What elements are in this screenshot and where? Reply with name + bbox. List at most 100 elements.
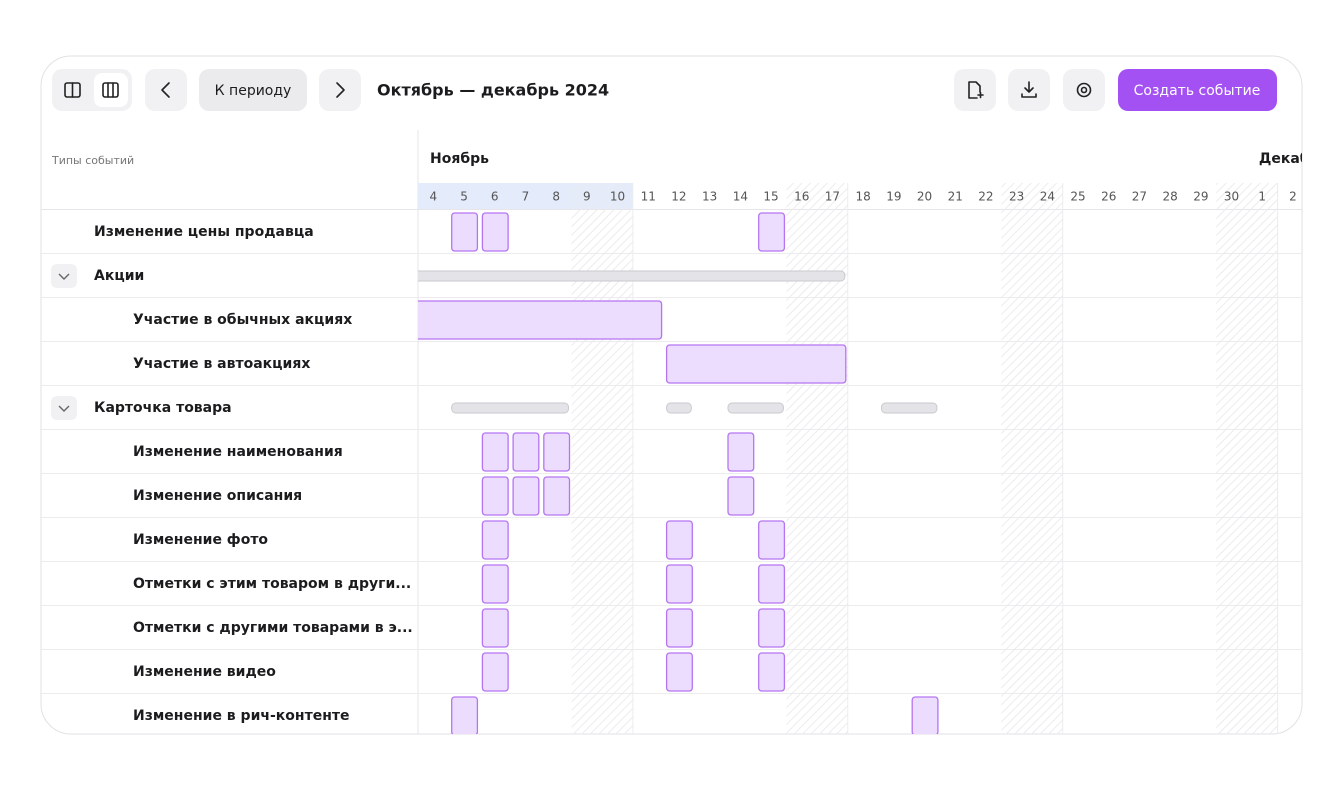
event[interactable] xyxy=(665,520,693,560)
event[interactable] xyxy=(481,520,509,560)
event[interactable] xyxy=(543,432,571,472)
create-button[interactable] xyxy=(1118,69,1277,111)
day-label: 23 xyxy=(1009,190,1024,204)
next-button[interactable] xyxy=(319,69,361,111)
chevron xyxy=(58,273,70,280)
icon xyxy=(968,81,984,99)
day-label: 5 xyxy=(460,190,468,204)
event[interactable] xyxy=(481,608,509,648)
period-title: Октябрь — декабрь 2024 xyxy=(377,81,609,100)
row-label: Карточка товара xyxy=(94,400,232,416)
day-label: 18 xyxy=(856,190,871,204)
day-label: 16 xyxy=(794,190,809,204)
day-label: 24 xyxy=(1040,190,1055,204)
day-label: 14 xyxy=(733,190,748,204)
summary-bar xyxy=(451,402,570,414)
event[interactable] xyxy=(481,432,509,472)
day-label: 2 xyxy=(1289,190,1297,204)
day-label: 6 xyxy=(491,190,499,204)
prev-button[interactable] xyxy=(145,69,187,111)
row-label: Акции xyxy=(94,268,144,284)
summary-bar xyxy=(881,402,938,414)
event[interactable] xyxy=(512,476,540,516)
event[interactable] xyxy=(329,300,663,340)
summary-bar xyxy=(666,402,692,414)
day-label: 28 xyxy=(1163,190,1178,204)
day-label: 10 xyxy=(610,190,625,204)
event[interactable] xyxy=(727,432,755,472)
day-label: 30 xyxy=(1224,190,1239,204)
weekend xyxy=(1032,183,1063,734)
event[interactable] xyxy=(758,212,786,252)
icon xyxy=(1076,82,1092,98)
row-label: Изменение фото xyxy=(133,532,268,548)
row-label: Изменение видео xyxy=(133,664,276,680)
event[interactable] xyxy=(727,476,755,516)
day-label: 26 xyxy=(1101,190,1116,204)
weekend xyxy=(817,183,848,734)
icon xyxy=(336,82,345,98)
event[interactable] xyxy=(665,564,693,604)
day-label: 21 xyxy=(948,190,963,204)
weekend xyxy=(786,183,818,734)
event[interactable] xyxy=(481,212,509,252)
weekend xyxy=(1001,183,1032,734)
row-label: Отметки с этим товаром в други... xyxy=(133,576,411,592)
day-label: 7 xyxy=(522,190,530,204)
summary-bar xyxy=(418,270,846,282)
event[interactable] xyxy=(758,608,786,648)
day-label: 11 xyxy=(641,190,656,204)
row-label: Изменение в рич-контенте xyxy=(133,708,349,724)
rows: Изменение цены продавца Акции Участие в об… xyxy=(51,224,413,724)
icon xyxy=(1080,86,1088,94)
event[interactable] xyxy=(543,476,571,516)
event[interactable] xyxy=(451,212,479,252)
row-label: Изменение описания xyxy=(133,488,302,504)
event[interactable] xyxy=(512,432,540,472)
row-label: Участие в автоакциях xyxy=(133,356,310,372)
event[interactable] xyxy=(665,344,847,384)
collapse-toggle[interactable] xyxy=(51,396,77,420)
event[interactable] xyxy=(911,696,939,735)
day-label: 13 xyxy=(702,190,717,204)
period-button-label: К периоду xyxy=(215,83,292,99)
summary-bar xyxy=(727,402,784,414)
chevron xyxy=(58,405,70,412)
export-button[interactable] xyxy=(954,69,996,111)
event[interactable] xyxy=(481,652,509,692)
day-label: 19 xyxy=(886,190,901,204)
month-label: Декабрь xyxy=(1259,151,1329,167)
day-label: 15 xyxy=(763,190,778,204)
day-label: 27 xyxy=(1132,190,1147,204)
icon xyxy=(161,82,170,98)
row-label: Изменение цены продавца xyxy=(94,224,314,240)
event[interactable] xyxy=(665,608,693,648)
weekend xyxy=(602,183,633,734)
day-label: 22 xyxy=(978,190,993,204)
row-label: Участие в обычных акциях xyxy=(133,312,352,328)
day-label: 9 xyxy=(583,190,591,204)
event[interactable] xyxy=(451,696,479,735)
event[interactable] xyxy=(758,564,786,604)
create-button-label: Создать событие xyxy=(1134,83,1261,99)
period-button[interactable] xyxy=(199,69,307,111)
day-label: 1 xyxy=(1258,190,1266,204)
event[interactable] xyxy=(665,652,693,692)
day-label: 4 xyxy=(430,190,438,204)
day-label: 12 xyxy=(671,190,686,204)
event[interactable] xyxy=(481,476,509,516)
row-header: Типы событий xyxy=(51,154,134,167)
day-label: 17 xyxy=(825,190,840,204)
view-columns[interactable] xyxy=(94,73,128,107)
card xyxy=(40,55,1303,735)
settings-button[interactable] xyxy=(1063,69,1105,111)
icon xyxy=(102,82,119,98)
weekend xyxy=(1246,183,1278,734)
event[interactable] xyxy=(758,652,786,692)
event[interactable] xyxy=(758,520,786,560)
month-label: Ноябрь xyxy=(430,151,489,167)
day-label: 25 xyxy=(1070,190,1085,204)
event[interactable] xyxy=(481,564,509,604)
collapse-toggle[interactable] xyxy=(51,264,77,288)
